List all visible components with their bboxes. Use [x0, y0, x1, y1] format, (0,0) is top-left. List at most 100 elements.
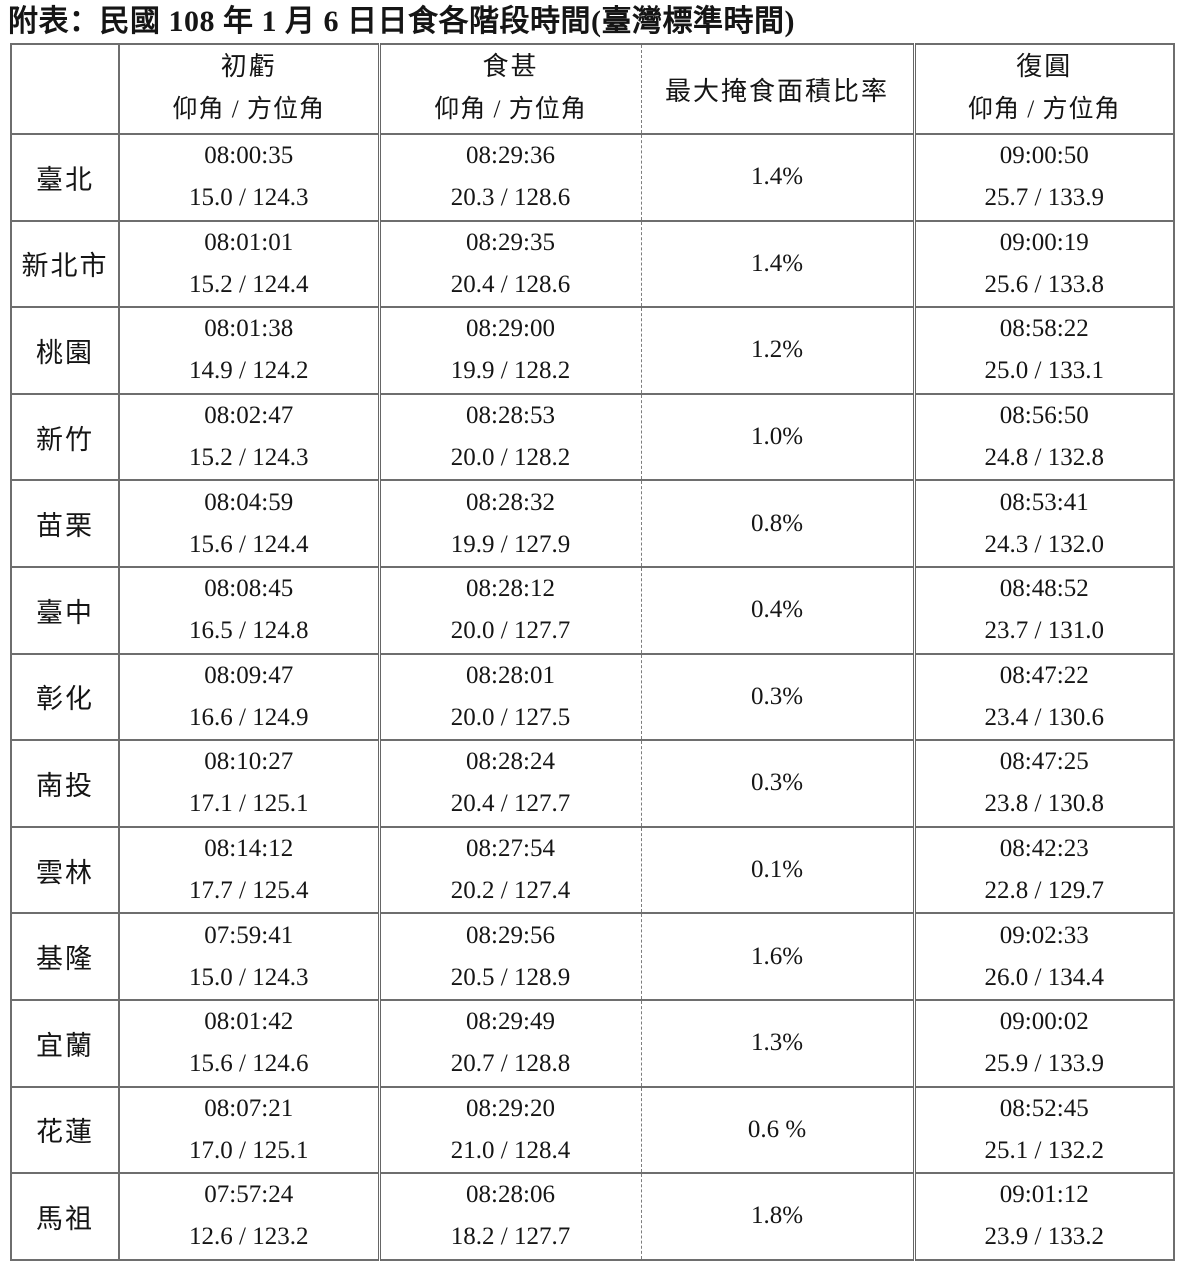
greatest-eclipse-cell: 08:28:06 18.2 / 127.7 [378, 1172, 642, 1261]
obscuration-cell: 1.0% [640, 392, 916, 482]
location-label: 臺中 [10, 565, 120, 655]
first-contact-time: 07:57:24 [204, 1181, 294, 1209]
header-last-contact-label: 復圓 [1016, 52, 1073, 81]
obscuration-value: 0.3% [750, 769, 804, 797]
header-row: 初虧 仰角 / 方位角 食甚 仰角 / 方位角 最大掩食面積比率 復圓 仰角 /… [10, 43, 1175, 135]
first-contact-angles: 14.9 / 124.2 [189, 357, 309, 385]
location-label: 彰化 [10, 652, 120, 742]
obscuration-cell: 1.4% [640, 219, 916, 309]
last-contact-cell: 08:52:45 25.1 / 132.2 [912, 1085, 1175, 1175]
table-row: 雲林 08:14:12 17.7 / 125.4 08:27:54 20.2 /… [10, 825, 1175, 915]
obscuration-cell: 0.8% [640, 479, 916, 568]
first-contact-angles: 17.1 / 125.1 [189, 790, 309, 818]
last-contact-cell: 08:56:50 24.8 / 132.8 [912, 392, 1175, 482]
first-contact-cell: 08:09:47 16.6 / 124.9 [118, 652, 381, 742]
greatest-eclipse-cell: 08:28:53 20.0 / 128.2 [378, 392, 642, 482]
table-row: 臺北 08:00:35 15.0 / 124.3 08:29:36 20.3 /… [10, 133, 1175, 222]
last-contact-angles: 25.0 / 133.1 [984, 357, 1104, 385]
obscuration-cell: 1.2% [640, 306, 916, 395]
obscuration-value: 1.4% [750, 163, 804, 191]
eclipse-phases-table: 初虧 仰角 / 方位角 食甚 仰角 / 方位角 最大掩食面積比率 復圓 仰角 /… [10, 43, 1175, 1261]
greatest-eclipse-time: 08:27:54 [466, 835, 555, 863]
location-label: 馬祖 [10, 1172, 120, 1261]
greatest-eclipse-angles: 20.0 / 127.5 [450, 703, 571, 731]
last-contact-cell: 09:02:33 26.0 / 134.4 [912, 912, 1175, 1001]
greatest-eclipse-time: 08:29:36 [466, 142, 555, 170]
obscuration-value: 0.4% [750, 596, 804, 624]
table-row: 臺中 08:08:45 16.5 / 124.8 08:28:12 20.0 /… [10, 565, 1175, 655]
last-contact-angles: 23.9 / 133.2 [984, 1223, 1104, 1251]
first-contact-time: 08:10:27 [204, 748, 294, 776]
first-contact-time: 08:01:01 [204, 228, 294, 256]
header-obscuration-label: 最大掩食面積比率 [664, 76, 889, 106]
location-label: 花蓮 [10, 1085, 120, 1175]
first-contact-angles: 16.6 / 124.9 [189, 703, 309, 731]
greatest-eclipse-cell: 08:29:20 21.0 / 128.4 [378, 1085, 642, 1175]
first-contact-time: 08:01:38 [204, 315, 294, 343]
first-contact-time: 08:08:45 [204, 575, 294, 603]
greatest-eclipse-time: 08:29:20 [466, 1094, 555, 1122]
greatest-eclipse-angles: 20.4 / 127.7 [450, 790, 571, 818]
obscuration-cell: 1.3% [640, 998, 916, 1088]
last-contact-cell: 08:47:22 23.4 / 130.6 [912, 652, 1175, 742]
first-contact-time: 08:04:59 [204, 488, 294, 516]
first-contact-angles: 15.6 / 124.6 [189, 1050, 309, 1078]
first-contact-cell: 07:57:24 12.6 / 123.2 [118, 1172, 381, 1261]
greatest-eclipse-cell: 08:29:00 19.9 / 128.2 [378, 306, 642, 395]
table-row: 南投 08:10:27 17.1 / 125.1 08:28:24 20.4 /… [10, 739, 1175, 828]
last-contact-angles: 23.7 / 131.0 [984, 617, 1104, 645]
header-first-contact: 初虧 仰角 / 方位角 [118, 43, 381, 135]
greatest-eclipse-angles: 21.0 / 128.4 [450, 1136, 571, 1164]
greatest-eclipse-time: 08:29:49 [466, 1008, 555, 1036]
obscuration-cell: 1.6% [640, 912, 916, 1001]
table-row: 基隆 07:59:41 15.0 / 124.3 08:29:56 20.5 /… [10, 912, 1175, 1001]
last-contact-time: 09:00:02 [999, 1008, 1089, 1036]
obscuration-value: 1.8% [750, 1202, 804, 1230]
first-contact-angles: 15.0 / 124.3 [189, 963, 309, 991]
last-contact-time: 08:48:52 [999, 575, 1089, 603]
last-contact-angles: 22.8 / 129.7 [984, 877, 1104, 905]
header-greatest-sub: 仰角 / 方位角 [434, 96, 587, 123]
last-contact-angles: 25.9 / 133.9 [984, 1050, 1104, 1078]
obscuration-cell: 0.4% [640, 565, 916, 655]
last-contact-cell: 09:00:50 25.7 / 133.9 [912, 133, 1175, 222]
first-contact-cell: 08:10:27 17.1 / 125.1 [118, 739, 381, 828]
last-contact-time: 08:53:41 [999, 488, 1089, 516]
header-greatest: 食甚 仰角 / 方位角 [378, 43, 642, 135]
greatest-eclipse-cell: 08:29:35 20.4 / 128.6 [378, 219, 642, 309]
obscuration-cell: 1.8% [640, 1172, 916, 1261]
last-contact-cell: 08:47:25 23.8 / 130.8 [912, 739, 1175, 828]
first-contact-angles: 12.6 / 123.2 [189, 1223, 309, 1251]
obscuration-cell: 0.3% [640, 739, 916, 828]
greatest-eclipse-time: 08:28:01 [466, 661, 555, 689]
header-last-contact-sub: 仰角 / 方位角 [968, 96, 1121, 123]
first-contact-angles: 15.2 / 124.4 [189, 270, 309, 298]
first-contact-cell: 08:00:35 15.0 / 124.3 [118, 133, 381, 222]
first-contact-cell: 07:59:41 15.0 / 124.3 [118, 912, 381, 1001]
obscuration-value: 1.2% [750, 336, 804, 364]
page-title: 附表：民國 108 年 1 月 6 日日食各階段時間(臺灣標準時間) [8, 5, 795, 38]
greatest-eclipse-time: 08:29:35 [466, 228, 555, 256]
greatest-eclipse-cell: 08:29:56 20.5 / 128.9 [378, 912, 642, 1001]
table-row: 新北市 08:01:01 15.2 / 124.4 08:29:35 20.4 … [10, 219, 1175, 309]
greatest-eclipse-cell: 08:28:12 20.0 / 127.7 [378, 565, 642, 655]
last-contact-time: 09:00:50 [999, 142, 1089, 170]
last-contact-time: 08:52:45 [999, 1094, 1089, 1122]
first-contact-angles: 15.2 / 124.3 [189, 444, 309, 472]
header-last-contact: 復圓 仰角 / 方位角 [912, 43, 1175, 135]
first-contact-time: 08:14:12 [204, 835, 294, 863]
greatest-eclipse-cell: 08:28:32 19.9 / 127.9 [378, 479, 642, 568]
first-contact-time: 08:01:42 [204, 1008, 294, 1036]
last-contact-time: 09:00:19 [999, 228, 1089, 256]
obscuration-cell: 0.3% [640, 652, 916, 742]
last-contact-time: 08:47:25 [999, 748, 1089, 776]
greatest-eclipse-angles: 20.2 / 127.4 [450, 877, 571, 905]
greatest-eclipse-time: 08:28:12 [466, 575, 555, 603]
last-contact-time: 08:42:23 [999, 835, 1089, 863]
first-contact-cell: 08:01:42 15.6 / 124.6 [118, 998, 381, 1088]
greatest-eclipse-cell: 08:27:54 20.2 / 127.4 [378, 825, 642, 915]
greatest-eclipse-cell: 08:29:36 20.3 / 128.6 [378, 133, 642, 222]
table-row: 桃園 08:01:38 14.9 / 124.2 08:29:00 19.9 /… [10, 306, 1175, 395]
last-contact-time: 08:58:22 [999, 315, 1089, 343]
first-contact-time: 08:00:35 [204, 142, 294, 170]
